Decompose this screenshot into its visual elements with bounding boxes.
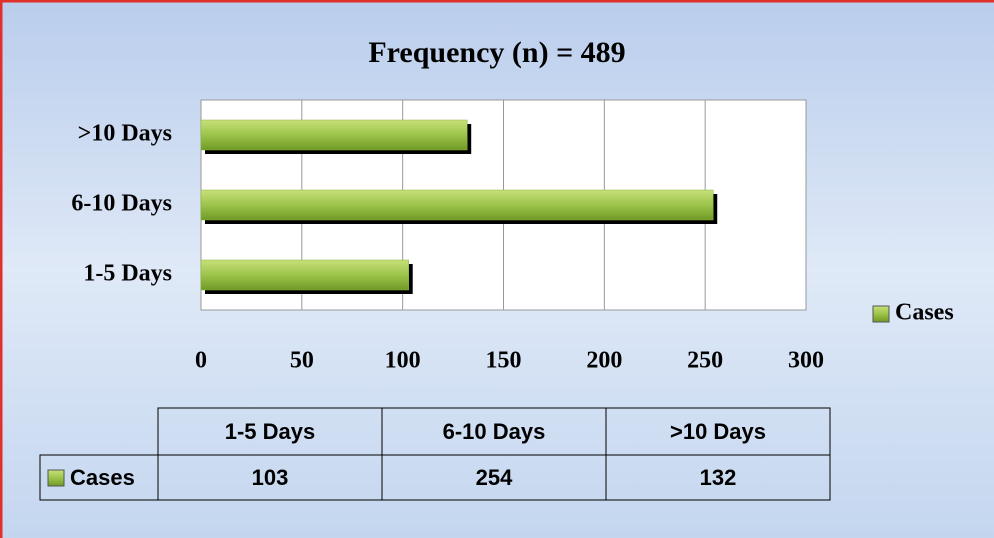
bar (200, 119, 468, 151)
table-value: 254 (476, 465, 513, 490)
y-tick-label: 1-5 Days (83, 261, 172, 287)
y-tick-label: 6-10 Days (71, 191, 172, 217)
legend-swatch (872, 305, 890, 323)
table-header: >10 Days (670, 419, 766, 444)
table-header: 1-5 Days (225, 419, 316, 444)
x-tick-label: 200 (586, 348, 622, 374)
table-border (39, 454, 159, 501)
x-tick-label: 50 (290, 348, 314, 374)
table-value: 132 (700, 465, 737, 490)
x-tick-label: 150 (486, 348, 522, 374)
table-legend: Cases (70, 465, 135, 490)
x-tick-label: 0 (195, 348, 207, 374)
table-value: 103 (252, 465, 289, 490)
table-header: 6-10 Days (443, 419, 546, 444)
data-table: Cases (39, 407, 831, 501)
table-border (157, 407, 831, 501)
x-tick-label: 300 (788, 348, 824, 374)
bar (200, 189, 714, 221)
bar (200, 259, 409, 291)
x-tick-label: 250 (687, 348, 723, 374)
legend-swatch (47, 469, 65, 487)
y-tick-label: >10 Days (78, 121, 172, 147)
x-tick-label: 100 (385, 348, 421, 374)
chart-title: Frequency (n) = 489 (368, 36, 625, 69)
legend-label: Cases (895, 300, 954, 326)
